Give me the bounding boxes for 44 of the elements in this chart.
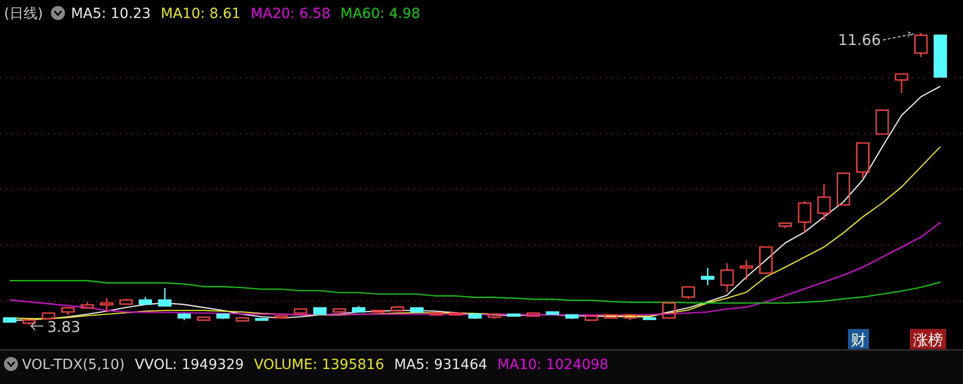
annotation: 11.66 (838, 31, 881, 49)
text: VOL-TDX(5,10) (22, 357, 125, 373)
candlestick (42, 312, 56, 320)
text: MA20: 6.58 (250, 6, 330, 22)
text: 涨榜 (913, 331, 943, 349)
candlestick (313, 307, 327, 315)
candlestick (507, 314, 520, 317)
candlestick (584, 315, 598, 321)
candlestick (332, 308, 346, 313)
candlestick (274, 315, 288, 319)
annotation: 3.83 (47, 318, 80, 336)
candlestick (642, 317, 656, 320)
candlestick (448, 312, 462, 316)
text: MA10: 1024098 (497, 357, 608, 373)
candlestick (546, 311, 560, 315)
candlestick (759, 246, 772, 274)
text: MA10: 8.61 (160, 6, 241, 22)
candlestick (158, 287, 172, 307)
candlestick (682, 286, 695, 300)
candlestick (526, 312, 540, 317)
candlestick (875, 110, 889, 135)
text: VVOL: 1949329 (134, 357, 244, 373)
text: VOLUME: 1395816 (254, 357, 384, 373)
candlestick (294, 308, 308, 314)
candlestick (100, 298, 114, 313)
text: MA60: 4.98 (340, 6, 420, 22)
candlestick (894, 73, 908, 94)
candlestick (856, 142, 870, 179)
text: MA5: 931464 (394, 357, 488, 373)
candlestick (662, 302, 676, 319)
text: MA5: 10.23 (70, 6, 151, 22)
candlestick (3, 317, 16, 323)
chart-title: (日线) (4, 6, 43, 22)
candlestick (836, 172, 850, 206)
candlestick (61, 307, 75, 316)
candlestick (236, 317, 250, 322)
candlestick (430, 312, 443, 316)
candlestick (410, 307, 424, 313)
candlestick (196, 316, 210, 321)
candlestick (604, 314, 618, 319)
candlestick (934, 34, 947, 78)
candlestick (371, 310, 385, 313)
text: 财 (851, 331, 866, 349)
candlestick (700, 267, 714, 286)
